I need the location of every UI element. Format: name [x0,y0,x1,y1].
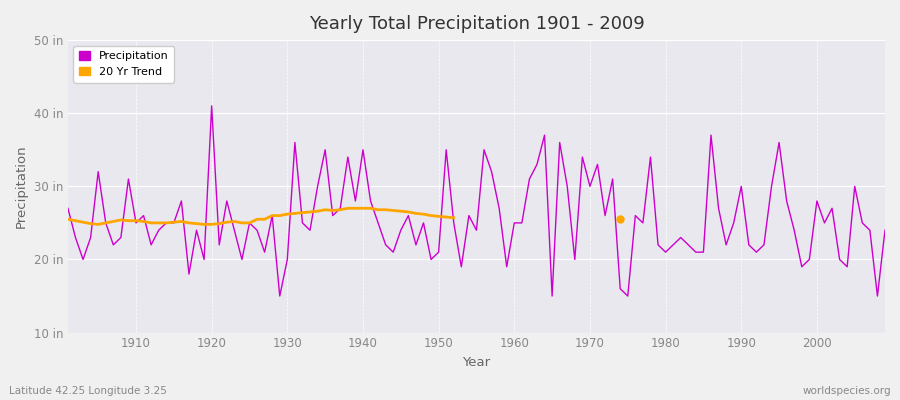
Text: Latitude 42.25 Longitude 3.25: Latitude 42.25 Longitude 3.25 [9,386,166,396]
Text: worldspecies.org: worldspecies.org [803,386,891,396]
X-axis label: Year: Year [463,356,491,369]
Legend: Precipitation, 20 Yr Trend: Precipitation, 20 Yr Trend [74,46,175,82]
Title: Yearly Total Precipitation 1901 - 2009: Yearly Total Precipitation 1901 - 2009 [309,15,644,33]
Y-axis label: Precipitation: Precipitation [15,144,28,228]
